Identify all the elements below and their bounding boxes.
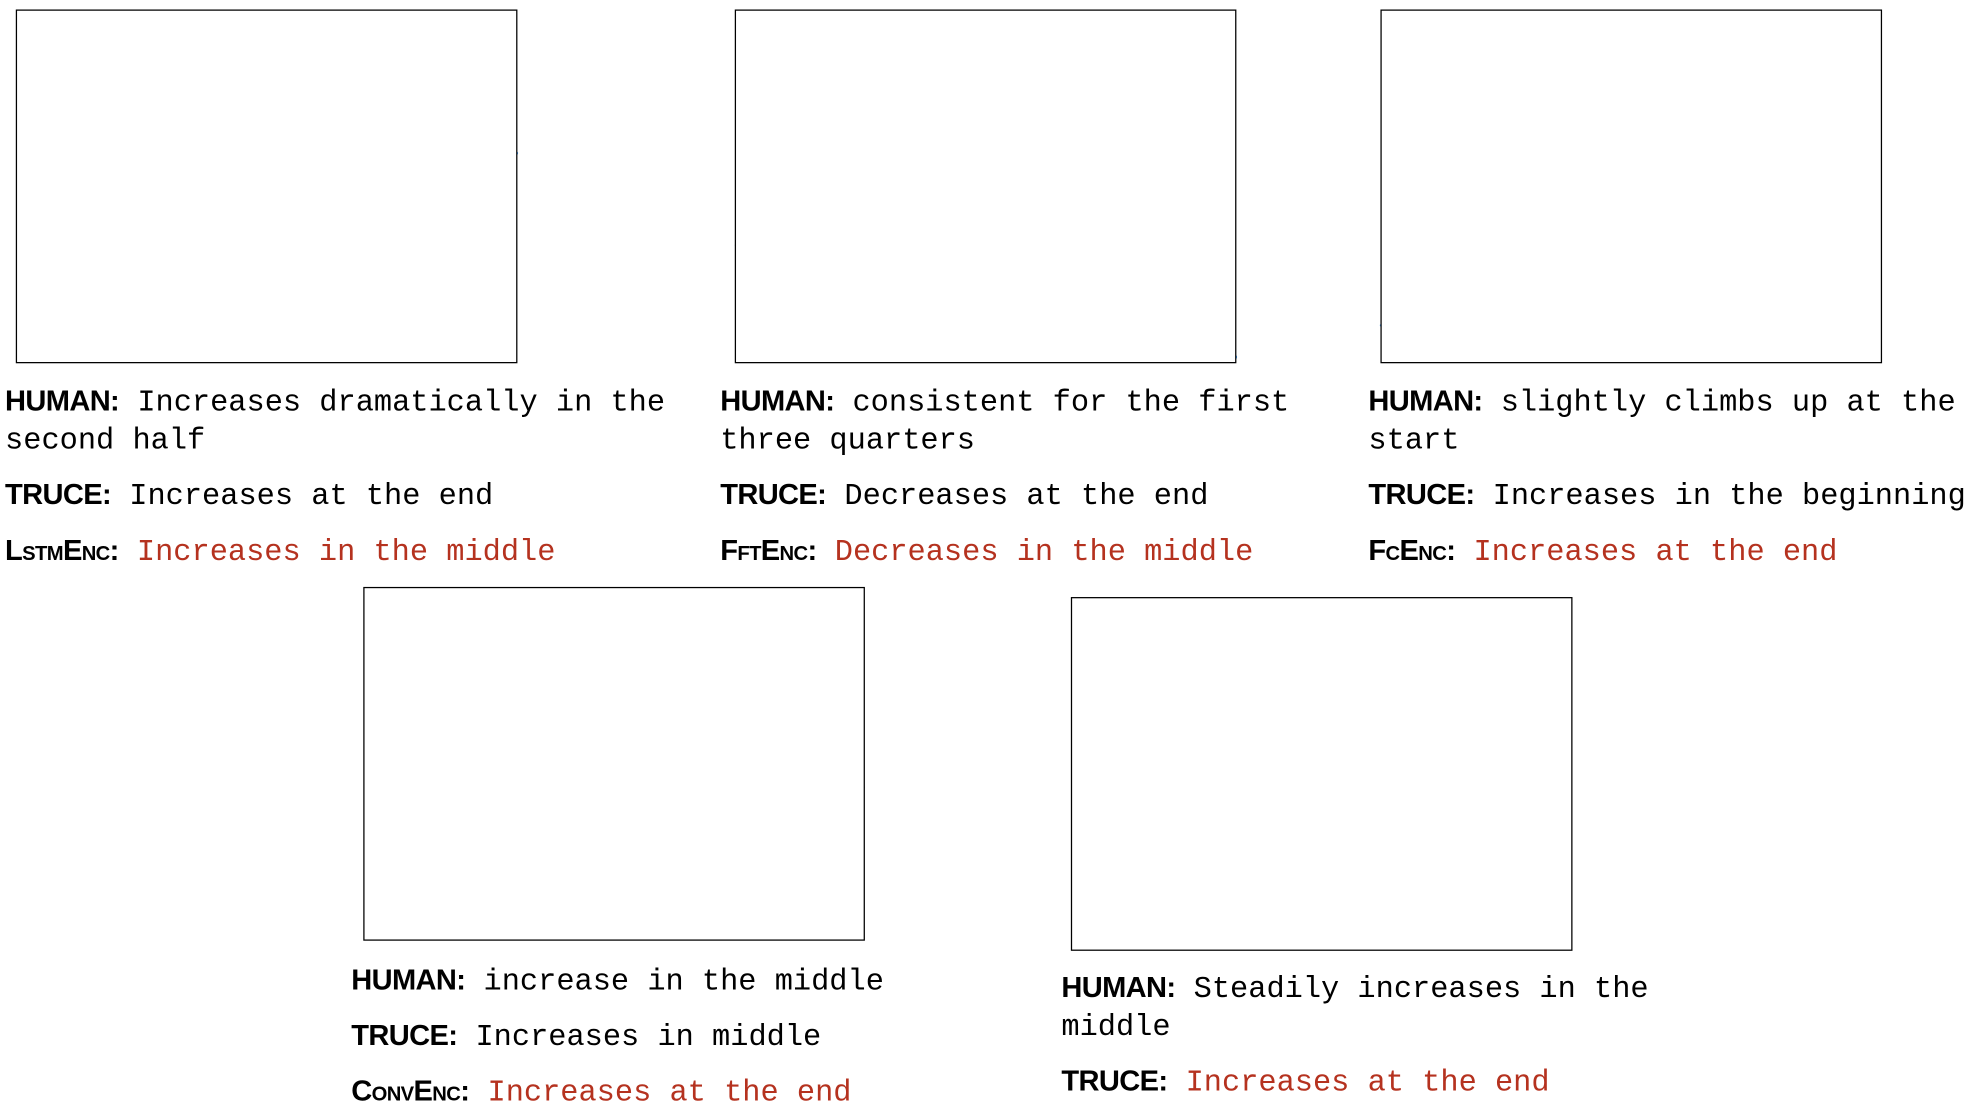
- caption-label: TRUCE:: [1368, 477, 1475, 511]
- caption-text: Decreases at the end: [844, 480, 1209, 515]
- caption-text: Increases in the beginning: [1492, 480, 1966, 515]
- chart-frame: [15, 9, 518, 364]
- caption-row: HUMAN: Steadily increases in the middle: [1061, 968, 1718, 1048]
- caption-row: FftEnc: Decreases in the middle: [720, 531, 1339, 573]
- caption: HUMAN: increase in the middle TRUCE: Incr…: [351, 960, 983, 1102]
- chart-frame: [1380, 9, 1883, 364]
- caption-label: TRUCE:: [351, 1018, 458, 1052]
- caption-label: TRUCE:: [5, 477, 112, 511]
- caption: HUMAN: Steadily increases in the middle T…: [1061, 968, 1718, 1102]
- caption-row: HUMAN: consistent for the first three qu…: [720, 382, 1339, 462]
- caption-row: TRUCE: Increases in the beginning: [1368, 475, 1980, 517]
- chart: [363, 586, 865, 941]
- caption-label: HUMAN:: [1061, 970, 1176, 1004]
- caption-label: TRUCE:: [1061, 1063, 1168, 1097]
- caption-row: HUMAN: slightly climbs up at the start: [1368, 382, 1980, 462]
- caption-text: Increases dramatically in the second hal…: [5, 386, 666, 459]
- caption-label: HUMAN:: [1368, 384, 1483, 417]
- caption-text: Increases at the end: [1473, 535, 1838, 570]
- caption: HUMAN: Increases dramatically in the sec…: [5, 382, 713, 587]
- caption: HUMAN: slightly climbs up at the start TR…: [1368, 382, 1980, 587]
- caption-label: ConvEnc:: [351, 1074, 470, 1102]
- caption-text: Increases in the middle: [136, 535, 556, 570]
- chart-frame: [1070, 597, 1573, 951]
- caption-row: FcEnc: Increases at the end: [1368, 531, 1980, 573]
- caption-row: ConvEnc: Increases at the end: [351, 1071, 983, 1102]
- caption-label: LstmEnc:: [5, 533, 119, 567]
- caption-label: FcEnc:: [1368, 533, 1456, 567]
- chart-frame: [734, 9, 1237, 364]
- caption-row: TRUCE: Decreases at the end: [720, 475, 1339, 517]
- caption: HUMAN: consistent for the first three qu…: [720, 382, 1339, 587]
- chart-frame: [363, 586, 865, 941]
- caption-text: Increases at the end: [1185, 1066, 1550, 1101]
- chart: [1070, 597, 1573, 951]
- caption-label: HUMAN:: [720, 384, 835, 417]
- caption-label: TRUCE:: [720, 477, 827, 511]
- caption-text: Increases in middle: [475, 1020, 822, 1056]
- caption-text: Increases at the end: [129, 480, 494, 515]
- chart: [1379, 9, 1883, 364]
- caption-row: HUMAN: Increases dramatically in the sec…: [5, 382, 713, 462]
- caption-text: Decreases in the middle: [834, 535, 1254, 570]
- caption-text: Steadily increases in the middle: [1061, 972, 1649, 1045]
- chart: [15, 9, 519, 364]
- caption-text: consistent for the first three quarters: [720, 386, 1290, 459]
- caption-row: TRUCE: Increases in middle: [351, 1016, 983, 1058]
- caption-row: TRUCE: Increases at the end: [5, 475, 713, 517]
- caption-text: slightly climbs up at the start: [1368, 386, 1956, 459]
- caption-text: increase in the middle: [483, 965, 884, 1000]
- caption-label: HUMAN:: [5, 384, 120, 417]
- caption-text: Increases at the end: [487, 1076, 852, 1102]
- chart: [734, 9, 1238, 364]
- caption-row: TRUCE: Increases at the end: [1061, 1061, 1718, 1102]
- caption-label: HUMAN:: [351, 962, 466, 996]
- caption-label: FftEnc:: [720, 533, 817, 567]
- caption-row: LstmEnc: Increases in the middle: [5, 531, 713, 573]
- caption-row: HUMAN: increase in the middle: [351, 960, 983, 1002]
